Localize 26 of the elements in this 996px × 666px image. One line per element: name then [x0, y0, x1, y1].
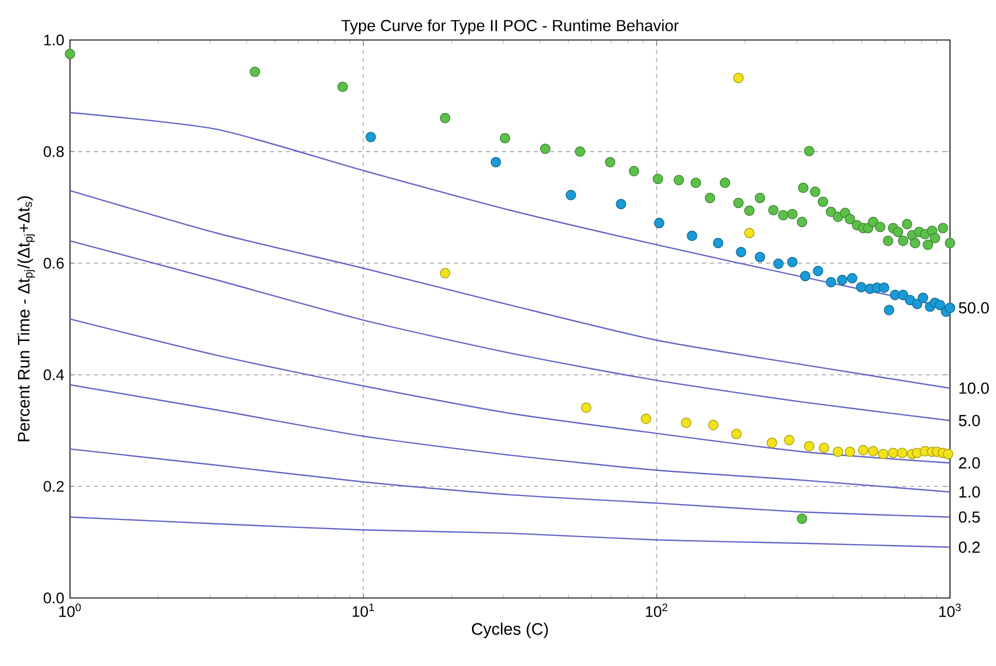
line-series [69, 240, 951, 422]
y-tick-label: 0.8 [44, 146, 64, 158]
y-tick-label: 0.6 [44, 258, 64, 269]
x-tick-label: 10$^{0}$ [59, 604, 81, 618]
y-tick-label: 0.4 [44, 369, 64, 380]
series-label: 10.0 [959, 382, 989, 394]
line-series [69, 448, 951, 518]
line-series [69, 318, 951, 464]
series-label: 2.0 [959, 457, 980, 469]
y-axis-title: Percent Run Time - Δt$_{pj}$/(Δt$_{pj}$+Δt$_{s}$) [17, 196, 35, 442]
line-series [69, 190, 951, 389]
line-series [69, 384, 951, 493]
series-label: 0.2 [958, 542, 980, 553]
series-label: 50.0 [958, 302, 989, 314]
y-tick-label: 1.0 [44, 34, 64, 46]
y-tick-label: 0.0 [44, 592, 64, 604]
x-tick-label: 10$^{3}$ [939, 604, 961, 618]
series-label: 0.5 [958, 511, 980, 523]
x-axis-title: Cycles (C) [472, 622, 548, 638]
x-tick-label: 10$^{2}$ [646, 604, 668, 618]
line-series [69, 516, 951, 548]
x-tick-label: 10$^{1}$ [352, 604, 374, 617]
series-label: 5.0 [958, 414, 980, 426]
series-label: 1.0 [959, 486, 980, 498]
y-tick-label: 0.2 [44, 480, 64, 492]
chart-title: Type Curve for Type II POC - Runtime Behavior [341, 19, 679, 34]
